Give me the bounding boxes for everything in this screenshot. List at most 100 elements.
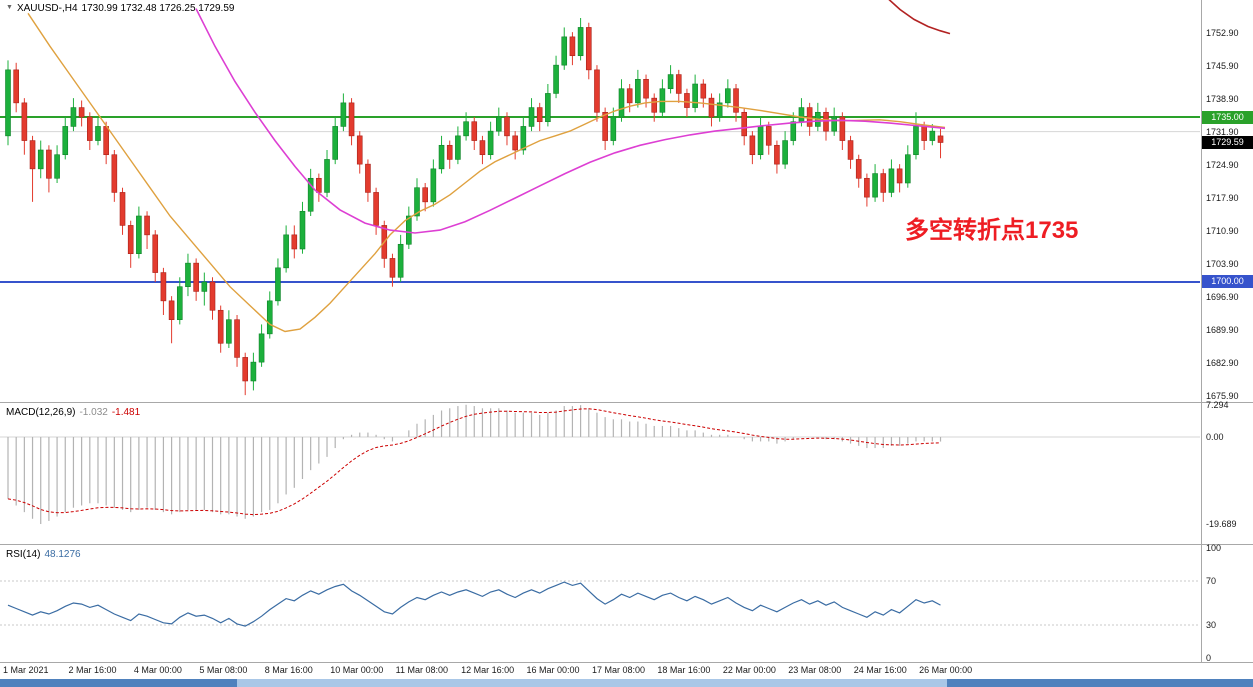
candle-body [700,83,707,99]
candle-body [46,149,52,179]
candle-body [5,69,11,137]
candle-body [356,135,363,165]
time-tick-label: 2 Mar 16:00 [68,665,117,675]
price-tick-label: 1696.90 [1206,291,1239,302]
candle-body [78,107,85,118]
candle-body [242,357,249,382]
candle-body [397,243,404,278]
macd-tick-label: 7.294 [1206,399,1229,410]
candle-body [487,130,494,156]
candle-body [234,319,240,358]
candle-body [520,126,527,151]
time-tick-label: 11 Mar 08:00 [395,665,448,675]
candle-body [741,111,748,137]
last-price-badge: 1729.59 [1202,136,1253,149]
candle-body [430,168,437,203]
price-axis: 1752.90 1745.90 1738.90 1731.90 1724.90 1717.… [1204,0,1253,662]
candle-body [569,36,576,57]
time-tick-label: 26 Mar 00:00 [919,665,973,675]
candle-body [684,93,690,108]
time-tick-label: 8 Mar 16:00 [264,665,313,675]
candle-body [880,173,887,193]
candle-body [921,126,927,141]
candle-body [855,159,862,179]
candle-body [765,126,772,146]
candle-body [651,97,658,113]
candle-body [896,168,903,184]
macd-tick-label: 0.00 [1206,432,1224,442]
candle-body [258,333,265,363]
candle-body [152,234,159,273]
candle-body [561,36,568,66]
time-axis-separator [0,662,1253,663]
rsi-value: 48.1276 [44,549,81,560]
candle-body [577,27,584,57]
candle-body [635,78,641,104]
rsi-name: RSI(14) [6,549,41,560]
candle-body [283,234,289,269]
candle-body [168,300,175,321]
candle-body [545,93,551,123]
candle-body [872,173,878,198]
candle-body [749,135,756,156]
horizontal-scrollbar[interactable] [0,679,1253,687]
candle-body [193,262,199,292]
pane-splitter-macd[interactable] [0,402,1253,403]
candle-body [708,97,715,118]
macd-value-1: -1.032 [79,407,108,418]
time-tick-label: 18 Mar 16:00 [657,665,711,675]
rsi-tick-label: 70 [1206,576,1217,586]
price-tick-label: 1710.90 [1206,225,1239,236]
time-tick-label: 16 Mar 00:00 [526,665,580,675]
candle-body [373,192,379,226]
candle-body [209,281,216,311]
time-tick-label: 17 Mar 08:00 [591,665,645,675]
candle-body [136,215,142,255]
candle-body [111,154,118,193]
macd-value-2: -1.481 [111,407,141,418]
rsi-axis: 100 70 30 0 [1204,0,1253,663]
scrollbar-thumb[interactable] [237,679,947,687]
candle-body [618,88,625,118]
price-tick-label: 1689.90 [1206,324,1239,335]
candle-body [659,88,666,113]
symbol-timeframe: XAUUSD-,H4 [16,3,78,14]
candle-body [798,107,805,123]
candle-body [888,168,895,193]
candle-body [774,144,780,165]
candle-body [21,102,28,141]
macd-label: MACD(12,26,9) -1.032 -1.481 [6,407,144,418]
candle-body [62,126,69,156]
time-tick-label: 12 Mar 16:00 [461,665,515,675]
candle-body [348,102,355,137]
time-tick-label: 23 Mar 08:00 [788,665,842,675]
ma-fast-line [27,12,946,333]
rsi-line [7,581,941,627]
candle-body [512,135,518,151]
candle-body [119,192,126,226]
pane-splitter-rsi[interactable] [0,544,1253,545]
candle-body [864,177,870,198]
price-tick-label: 1724.90 [1206,159,1239,170]
candle-body [332,126,339,160]
price-tick-label: 1675.90 [1206,390,1239,401]
candle-body [201,281,208,292]
candle-body [929,130,936,141]
candle-body [176,286,183,321]
candle-body [610,116,617,141]
macd-histogram [7,404,942,525]
candle-body [716,102,723,118]
candle-body [37,149,44,170]
dropdown-arrow-icon[interactable]: ▼ [6,4,13,11]
macd-name: MACD(12,26,9) [6,407,76,418]
candle-body [316,177,322,193]
candle-body [913,126,919,156]
candle-body [29,140,36,170]
macd-axis: 7.294 0.00 -19.689 [1204,0,1253,662]
candle-body [307,177,314,212]
support-price-badge: 1700.00 [1202,275,1253,289]
candle-body [324,159,330,193]
rsi-label: RSI(14) 48.1276 [6,549,85,560]
candle-body [831,116,837,132]
